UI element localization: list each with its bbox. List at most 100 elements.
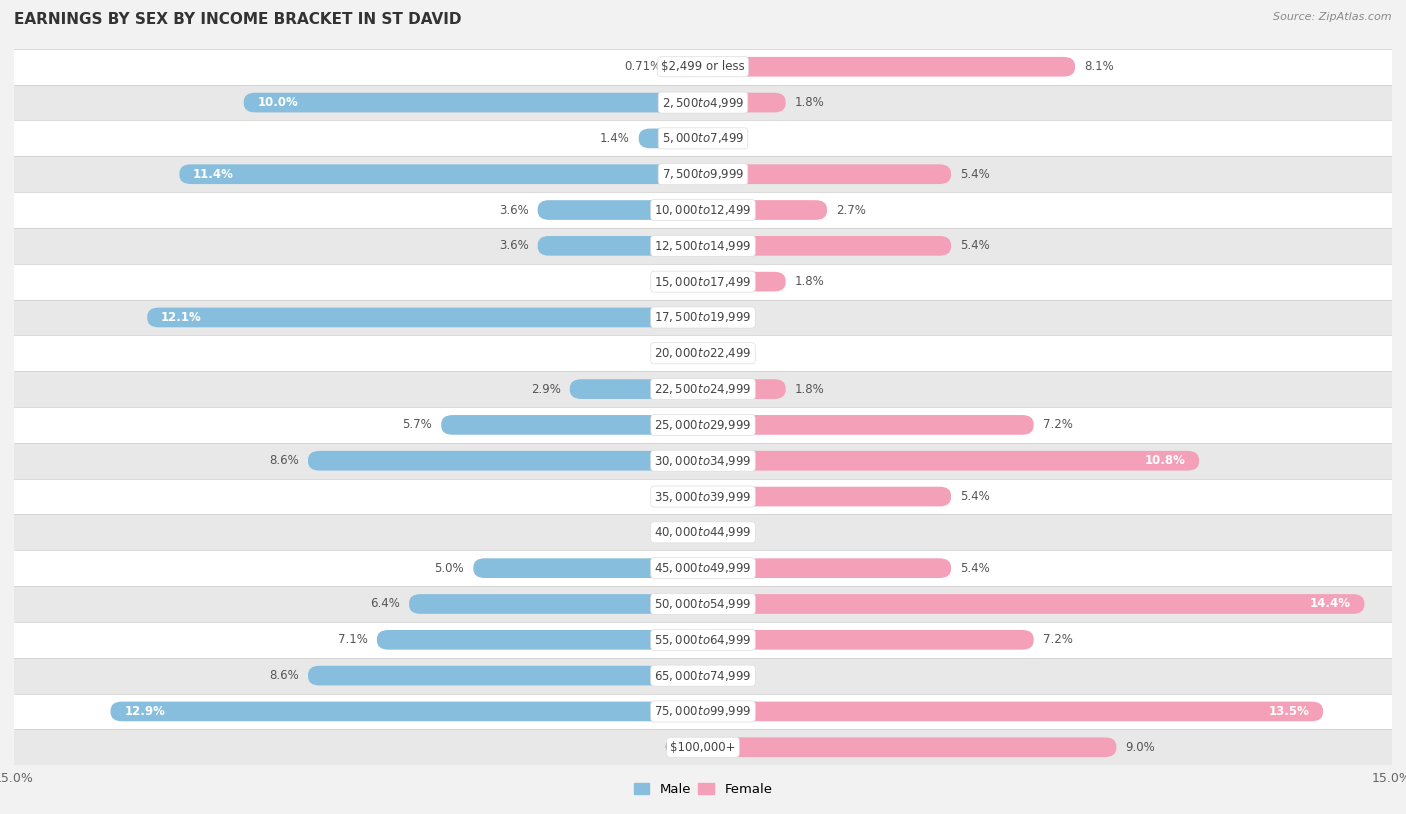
FancyBboxPatch shape (703, 200, 827, 220)
Text: 3.6%: 3.6% (499, 204, 529, 217)
FancyBboxPatch shape (409, 594, 703, 614)
Text: 10.8%: 10.8% (1144, 454, 1185, 467)
FancyBboxPatch shape (703, 236, 950, 256)
Text: 5.4%: 5.4% (960, 562, 990, 575)
FancyBboxPatch shape (703, 164, 950, 184)
Text: 1.8%: 1.8% (794, 383, 824, 396)
Bar (14, 586, 1392, 622)
Text: $17,500 to $19,999: $17,500 to $19,999 (654, 310, 752, 325)
Text: 2.7%: 2.7% (837, 204, 866, 217)
Text: 7.1%: 7.1% (337, 633, 368, 646)
Bar (14, 371, 1392, 407)
Bar (14, 550, 1392, 586)
Text: $12,500 to $14,999: $12,500 to $14,999 (654, 239, 752, 253)
Bar (14, 120, 1392, 156)
FancyBboxPatch shape (569, 379, 703, 399)
Text: 12.1%: 12.1% (162, 311, 202, 324)
FancyBboxPatch shape (703, 93, 786, 112)
Text: Source: ZipAtlas.com: Source: ZipAtlas.com (1274, 12, 1392, 22)
Bar (14, 85, 1392, 120)
Text: 9.0%: 9.0% (1126, 741, 1156, 754)
FancyBboxPatch shape (180, 164, 703, 184)
Text: $20,000 to $22,499: $20,000 to $22,499 (654, 346, 752, 361)
Text: 0.0%: 0.0% (713, 526, 742, 539)
Text: 0.0%: 0.0% (664, 526, 693, 539)
Text: 0.0%: 0.0% (713, 132, 742, 145)
FancyBboxPatch shape (703, 415, 1033, 435)
Text: 0.0%: 0.0% (664, 347, 693, 360)
Legend: Male, Female: Male, Female (628, 778, 778, 802)
Bar (14, 407, 1392, 443)
Text: 13.5%: 13.5% (1268, 705, 1309, 718)
Text: 0.71%: 0.71% (624, 60, 661, 73)
FancyBboxPatch shape (308, 451, 703, 470)
FancyBboxPatch shape (671, 57, 703, 77)
Text: 3.6%: 3.6% (499, 239, 529, 252)
FancyBboxPatch shape (111, 702, 703, 721)
Text: $100,000+: $100,000+ (671, 741, 735, 754)
FancyBboxPatch shape (638, 129, 703, 148)
Text: EARNINGS BY SEX BY INCOME BRACKET IN ST DAVID: EARNINGS BY SEX BY INCOME BRACKET IN ST … (14, 12, 461, 27)
Text: 8.1%: 8.1% (1084, 60, 1114, 73)
Text: 0.0%: 0.0% (664, 490, 693, 503)
Text: 0.0%: 0.0% (664, 275, 693, 288)
Text: $22,500 to $24,999: $22,500 to $24,999 (654, 382, 752, 396)
Bar (14, 694, 1392, 729)
Text: 6.4%: 6.4% (370, 597, 399, 610)
Text: $7,500 to $9,999: $7,500 to $9,999 (662, 167, 744, 182)
FancyBboxPatch shape (703, 272, 786, 291)
FancyBboxPatch shape (703, 558, 950, 578)
FancyBboxPatch shape (308, 666, 703, 685)
Text: 14.4%: 14.4% (1309, 597, 1351, 610)
Text: 5.4%: 5.4% (960, 168, 990, 181)
Text: $5,000 to $7,499: $5,000 to $7,499 (662, 131, 744, 146)
FancyBboxPatch shape (703, 57, 1076, 77)
Text: 0.0%: 0.0% (713, 347, 742, 360)
Text: 0.0%: 0.0% (664, 741, 693, 754)
Text: $2,500 to $4,999: $2,500 to $4,999 (662, 95, 744, 110)
Text: 1.8%: 1.8% (794, 275, 824, 288)
Bar (14, 443, 1392, 479)
Text: 8.6%: 8.6% (269, 454, 299, 467)
Text: 8.6%: 8.6% (269, 669, 299, 682)
Text: 5.4%: 5.4% (960, 490, 990, 503)
Bar (14, 658, 1392, 694)
Bar (14, 514, 1392, 550)
FancyBboxPatch shape (377, 630, 703, 650)
Text: 0.0%: 0.0% (713, 669, 742, 682)
Bar (14, 300, 1392, 335)
Text: $75,000 to $99,999: $75,000 to $99,999 (654, 704, 752, 719)
FancyBboxPatch shape (703, 594, 1364, 614)
Text: 5.7%: 5.7% (402, 418, 432, 431)
Text: $50,000 to $54,999: $50,000 to $54,999 (654, 597, 752, 611)
Text: 10.0%: 10.0% (257, 96, 298, 109)
Text: $30,000 to $34,999: $30,000 to $34,999 (654, 453, 752, 468)
Text: 1.8%: 1.8% (794, 96, 824, 109)
FancyBboxPatch shape (703, 737, 1116, 757)
Text: 7.2%: 7.2% (1043, 633, 1073, 646)
Text: 11.4%: 11.4% (193, 168, 233, 181)
FancyBboxPatch shape (441, 415, 703, 435)
Bar (14, 622, 1392, 658)
Text: 1.4%: 1.4% (599, 132, 630, 145)
Bar (14, 192, 1392, 228)
Text: $35,000 to $39,999: $35,000 to $39,999 (654, 489, 752, 504)
FancyBboxPatch shape (703, 630, 1033, 650)
FancyBboxPatch shape (703, 487, 950, 506)
Text: $25,000 to $29,999: $25,000 to $29,999 (654, 418, 752, 432)
Text: 12.9%: 12.9% (124, 705, 165, 718)
FancyBboxPatch shape (537, 236, 703, 256)
FancyBboxPatch shape (703, 451, 1199, 470)
Text: 5.0%: 5.0% (434, 562, 464, 575)
Text: $45,000 to $49,999: $45,000 to $49,999 (654, 561, 752, 575)
Bar (14, 228, 1392, 264)
FancyBboxPatch shape (537, 200, 703, 220)
FancyBboxPatch shape (243, 93, 703, 112)
FancyBboxPatch shape (703, 379, 786, 399)
Text: $2,499 or less: $2,499 or less (661, 60, 745, 73)
Bar (14, 156, 1392, 192)
Bar (14, 479, 1392, 514)
Text: 5.4%: 5.4% (960, 239, 990, 252)
Bar (14, 49, 1392, 85)
Text: 7.2%: 7.2% (1043, 418, 1073, 431)
